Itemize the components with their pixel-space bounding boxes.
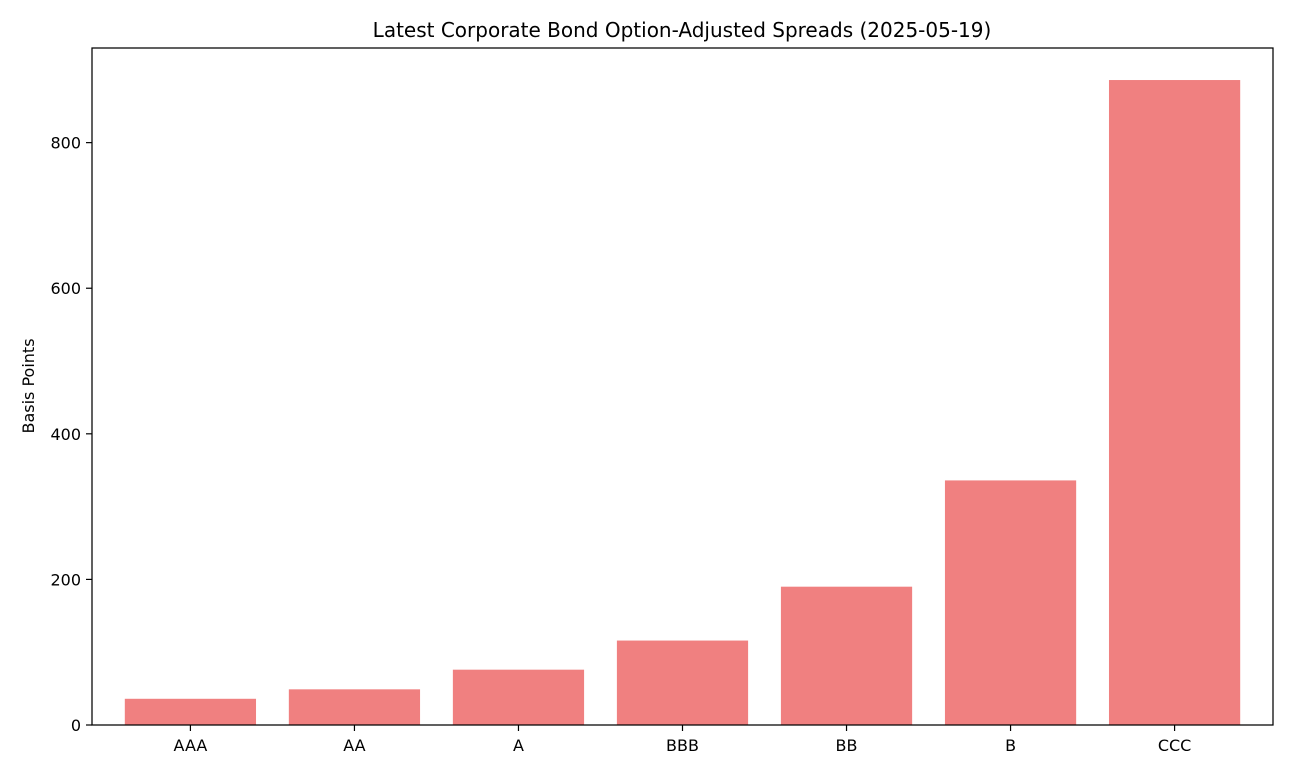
x-tick-label: B — [1005, 736, 1016, 755]
chart-title: Latest Corporate Bond Option-Adjusted Sp… — [373, 18, 992, 42]
x-tick-label: A — [513, 736, 524, 755]
bars-layer — [124, 80, 1241, 726]
x-tick-label: BB — [836, 736, 858, 755]
y-tick-label: 400 — [50, 425, 81, 444]
y-tick-label: 200 — [50, 570, 81, 589]
y-axis-label: Basis Points — [19, 338, 38, 433]
bar-bb — [780, 586, 913, 725]
x-tick-label: BBB — [666, 736, 699, 755]
x-tick-label: AA — [343, 736, 365, 755]
y-tick-label: 0 — [71, 716, 81, 735]
y-tick-label: 800 — [50, 134, 81, 153]
x-tick-label: CCC — [1158, 736, 1192, 755]
bar-bbb — [616, 640, 749, 725]
bar-aaa — [124, 698, 257, 725]
y-tick-label: 600 — [50, 279, 81, 298]
bar-a — [452, 669, 585, 725]
bar-aa — [288, 689, 421, 725]
bar-ccc — [1108, 80, 1241, 726]
plot-frame — [91, 47, 1274, 726]
bar-b — [944, 480, 1077, 725]
x-tick-label: AAA — [174, 736, 208, 755]
